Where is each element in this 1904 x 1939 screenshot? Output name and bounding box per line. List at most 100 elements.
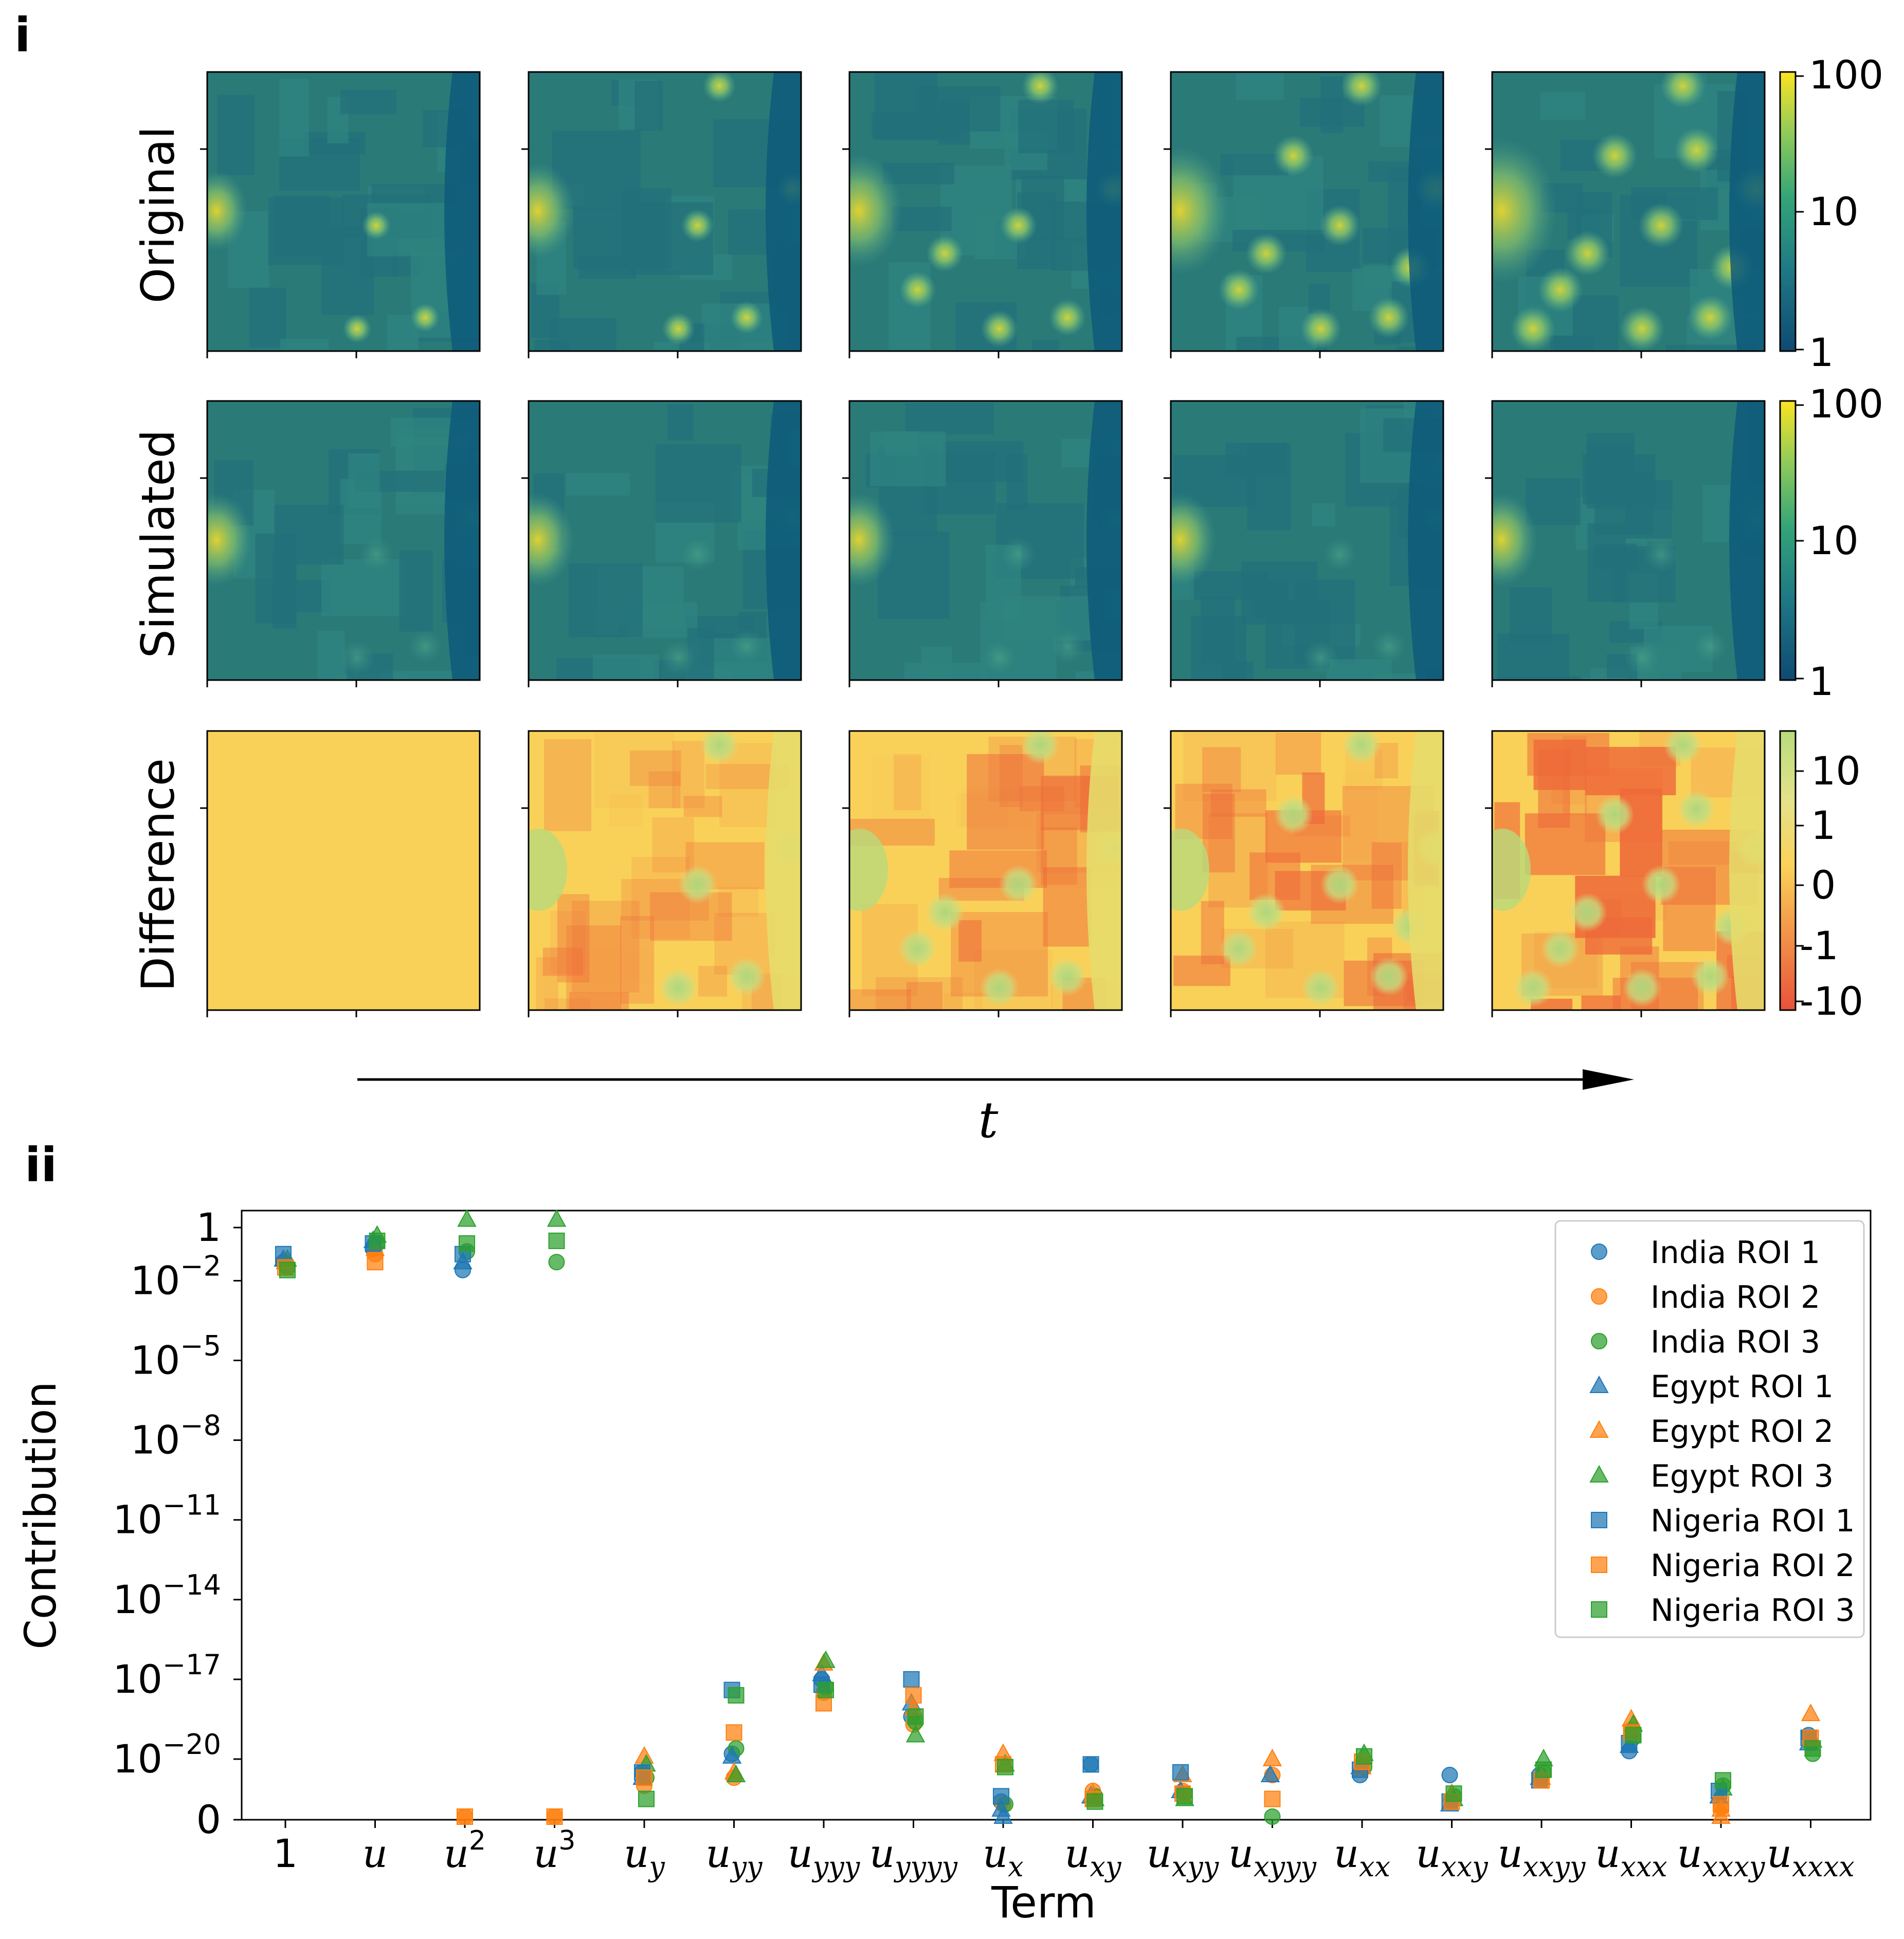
scatter-point bbox=[1086, 1793, 1103, 1810]
legend-label: Nigeria ROI 3 bbox=[1651, 1593, 1855, 1629]
difference-blob bbox=[1691, 957, 1730, 996]
heatmap-background bbox=[207, 731, 480, 1010]
heatmap-blob bbox=[1693, 629, 1728, 664]
heatmap-patch bbox=[1032, 340, 1059, 351]
difference-patch bbox=[1525, 813, 1606, 875]
difference-patch bbox=[1043, 867, 1092, 947]
scatter-point bbox=[548, 1254, 565, 1271]
heatmap-blob bbox=[1001, 537, 1036, 572]
scatter-point bbox=[457, 1209, 477, 1227]
heatmap-patch bbox=[892, 207, 952, 231]
hotspot-west bbox=[1492, 493, 1537, 587]
difference-patch bbox=[906, 982, 942, 1010]
heatmap-tile-content bbox=[529, 72, 801, 351]
difference-blob bbox=[659, 968, 698, 1008]
scatter-point bbox=[1441, 1767, 1458, 1784]
heatmap-blob bbox=[1300, 308, 1341, 350]
cbar-diff-label: 0 bbox=[1811, 862, 1836, 908]
legend-label: Egypt ROI 1 bbox=[1651, 1369, 1834, 1405]
heatmap-patch bbox=[667, 404, 694, 441]
difference-patch bbox=[544, 739, 591, 831]
heatmap-tile-r2-c1 bbox=[521, 730, 802, 1017]
heatmap-patch bbox=[1540, 92, 1586, 120]
heatmap-coast bbox=[1729, 401, 1765, 680]
difference-blob bbox=[999, 865, 1038, 904]
heatmap-blob bbox=[1643, 537, 1679, 572]
difference-blob bbox=[1320, 865, 1359, 904]
heatmap-blob bbox=[662, 312, 695, 345]
difference-blob bbox=[1677, 790, 1716, 829]
heatmap-blob bbox=[1371, 629, 1406, 664]
heatmap-tile-frame bbox=[1491, 400, 1766, 681]
difference-blob bbox=[700, 731, 739, 765]
heatmap-patch bbox=[217, 95, 255, 175]
scatter-point bbox=[1356, 1748, 1372, 1765]
cbar-diff-label: -10 bbox=[1800, 978, 1863, 1024]
heatmap-tile-r0-c3 bbox=[1164, 71, 1444, 358]
difference-patch bbox=[1208, 813, 1268, 908]
heatmap-patch bbox=[1018, 99, 1074, 154]
heatmap-tile-frame bbox=[848, 730, 1123, 1011]
heatmap-tile-content bbox=[529, 731, 801, 1010]
scatter-point-zero bbox=[1264, 1808, 1281, 1825]
heatmap-tile-content bbox=[849, 401, 1122, 680]
heatmap-patch bbox=[1397, 346, 1418, 351]
difference-patch bbox=[631, 856, 690, 939]
legend-marker bbox=[1589, 1465, 1609, 1483]
scatter-point bbox=[1260, 1764, 1280, 1783]
hotspot-west bbox=[207, 493, 252, 587]
heatmap-blob bbox=[1022, 72, 1059, 105]
difference-patch bbox=[718, 887, 759, 917]
heatmap-blob bbox=[729, 629, 764, 664]
cbar-label-100: 100 bbox=[1809, 52, 1883, 98]
y-tick-label: 10−17 bbox=[113, 1649, 221, 1702]
scatter-point bbox=[638, 1790, 655, 1807]
heatmap-tile-r1-c2 bbox=[842, 400, 1123, 687]
x-tick-label: uxxy bbox=[1416, 1831, 1489, 1883]
colorbar-simulated-bar bbox=[1779, 400, 1797, 681]
heatmap-patch bbox=[1554, 336, 1594, 351]
difference-patch bbox=[620, 916, 655, 1004]
scatter-point bbox=[1801, 1704, 1821, 1722]
heatmap-patch bbox=[249, 287, 286, 348]
heatmap-blob bbox=[361, 211, 391, 240]
difference-patch bbox=[956, 793, 1008, 827]
heatmap-blob bbox=[411, 303, 440, 332]
difference-patch bbox=[1581, 995, 1621, 1010]
heatmap-tile-content bbox=[207, 72, 480, 351]
difference-patch bbox=[1551, 744, 1586, 805]
heatmap-tile-content bbox=[849, 72, 1122, 351]
heatmap-patch bbox=[904, 662, 987, 680]
heatmap-patch bbox=[1236, 73, 1284, 100]
y-tick-label: 10−14 bbox=[113, 1569, 221, 1622]
hotspot-west bbox=[849, 493, 895, 587]
heatmap-blob bbox=[1619, 306, 1665, 351]
difference-blob bbox=[1021, 731, 1060, 765]
cbar-label-10: 10 bbox=[1809, 189, 1859, 234]
legend-marker bbox=[1589, 1375, 1609, 1393]
heatmap-blob bbox=[1273, 135, 1314, 176]
x-tick-label: u bbox=[362, 1831, 388, 1876]
scatter-point bbox=[547, 1209, 567, 1227]
heatmap-patch bbox=[634, 81, 663, 131]
heatmap-coast bbox=[444, 72, 480, 351]
cbar-diff-label: 10 bbox=[1811, 748, 1861, 794]
legend-label: India ROI 1 bbox=[1651, 1235, 1820, 1271]
heatmap-blob bbox=[1049, 299, 1086, 336]
difference-west bbox=[1492, 829, 1531, 911]
difference-patch bbox=[849, 989, 911, 1010]
scatter-point bbox=[367, 1254, 384, 1271]
scatter-point bbox=[1713, 1796, 1729, 1813]
heatmap-coast bbox=[444, 401, 480, 680]
scatter-point bbox=[548, 1232, 565, 1249]
x-tick-label: uxx bbox=[1334, 1831, 1390, 1883]
heatmap-patch bbox=[884, 431, 919, 456]
difference-patch bbox=[960, 788, 1033, 829]
panel-ii-label: ii bbox=[25, 1138, 57, 1193]
difference-blob bbox=[1622, 968, 1662, 1008]
heatmap-blob bbox=[1624, 640, 1660, 675]
difference-blob bbox=[1540, 929, 1580, 968]
scatter-point bbox=[728, 1687, 745, 1704]
difference-patch bbox=[536, 957, 558, 1010]
